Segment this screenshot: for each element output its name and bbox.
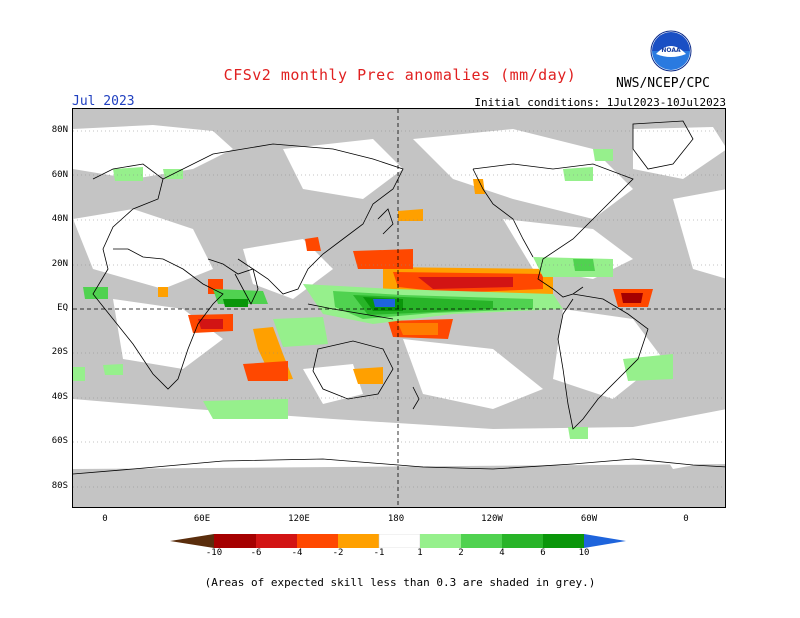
colorbar-label: -10 bbox=[205, 548, 223, 558]
agency-label: NWS/NCEP/CPC bbox=[616, 76, 710, 91]
colorbar-segment bbox=[461, 534, 502, 548]
lon-label: 60E bbox=[193, 514, 211, 524]
lat-label: 60S bbox=[51, 436, 68, 446]
colorbar-segment bbox=[297, 534, 338, 548]
colorbar-segment bbox=[420, 534, 461, 548]
lat-label: 40S bbox=[51, 392, 68, 402]
wet-anomalies bbox=[73, 149, 673, 439]
colorbar-segment bbox=[214, 534, 256, 548]
colorbar-segment bbox=[338, 534, 379, 548]
lat-label: EQ bbox=[57, 303, 68, 313]
lat-label: 80N bbox=[51, 125, 68, 135]
gridlines bbox=[73, 130, 725, 488]
forecast-month: Jul 2023 bbox=[72, 94, 135, 109]
colorbar-segment bbox=[170, 534, 214, 548]
initial-conditions: Initial conditions: 1Jul2023-10Jul2023 bbox=[474, 96, 726, 109]
lon-label: 0 bbox=[683, 514, 689, 524]
colorbar-label: -4 bbox=[291, 548, 303, 558]
colorbar-label: -6 bbox=[250, 548, 262, 558]
lon-label: 120E bbox=[288, 514, 310, 524]
noaa-logo: NOAA bbox=[650, 30, 692, 72]
lat-label: 80S bbox=[51, 481, 68, 491]
lat-label: 20N bbox=[51, 259, 68, 269]
lon-label: 180 bbox=[387, 514, 405, 524]
colorbar-label: -2 bbox=[332, 548, 344, 558]
coastlines bbox=[73, 120, 725, 475]
svg-text:NOAA: NOAA bbox=[661, 47, 681, 54]
colorbar-segment bbox=[584, 534, 626, 548]
lon-label: 120W bbox=[481, 514, 503, 524]
lat-label: 40N bbox=[51, 214, 68, 224]
colorbar-segment bbox=[502, 534, 543, 548]
colorbar-label: -1 bbox=[373, 548, 385, 558]
colorbar-segment bbox=[256, 534, 297, 548]
colorbar-label: 1 bbox=[417, 548, 423, 558]
colorbar-label: 2 bbox=[458, 548, 464, 558]
lon-label: 0 bbox=[102, 514, 108, 524]
map-title: CFSv2 monthly Prec anomalies (mm/day) bbox=[223, 66, 577, 84]
lon-label: 60W bbox=[580, 514, 598, 524]
colorbar-segment bbox=[543, 534, 584, 548]
colorbar-label: 4 bbox=[499, 548, 505, 558]
colorbar-label: 10 bbox=[578, 548, 590, 558]
lat-label: 60N bbox=[51, 170, 68, 180]
colorbar-label: 6 bbox=[540, 548, 546, 558]
colorbar-segment bbox=[378, 534, 421, 548]
skill-footnote: (Areas of expected skill less than 0.3 a… bbox=[204, 576, 596, 589]
precip-anomaly-map bbox=[72, 108, 726, 508]
lat-label: 20S bbox=[51, 347, 68, 357]
colorbar bbox=[170, 534, 626, 548]
map-canvas bbox=[73, 109, 725, 507]
